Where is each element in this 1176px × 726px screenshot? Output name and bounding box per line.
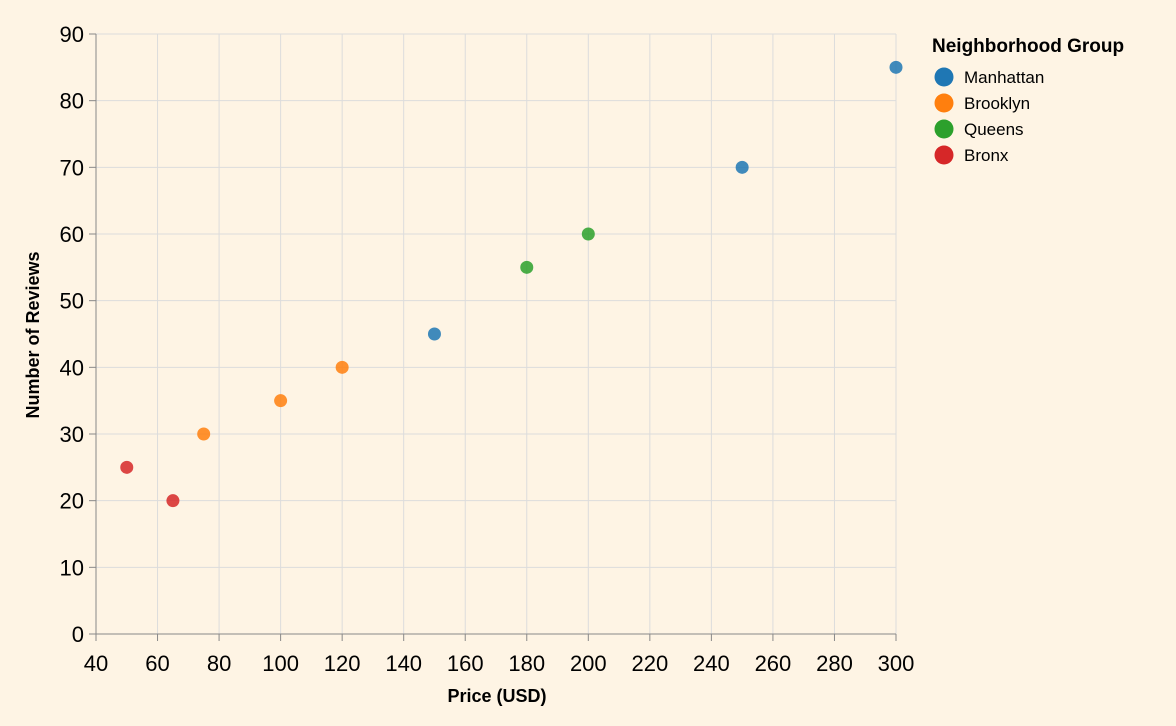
legend-swatch xyxy=(934,119,954,139)
x-tick-label: 60 xyxy=(145,651,169,676)
x-tick-label: 40 xyxy=(84,651,108,676)
legend-swatch xyxy=(934,145,954,165)
x-tick-label: 180 xyxy=(508,651,545,676)
x-tick-label: 260 xyxy=(755,651,792,676)
x-tick-label: 240 xyxy=(693,651,730,676)
x-tick-label: 120 xyxy=(324,651,361,676)
y-tick-label: 20 xyxy=(60,489,84,514)
y-axis-title: Number of Reviews xyxy=(23,251,43,418)
x-tick-label: 200 xyxy=(570,651,607,676)
y-tick-label: 0 xyxy=(72,622,84,647)
legend-swatch xyxy=(934,67,954,87)
x-tick-label: 80 xyxy=(207,651,231,676)
legend: Neighborhood Group Manhattan Brooklyn Quee… xyxy=(932,36,1124,165)
data-point xyxy=(735,160,749,174)
y-tick-label: 40 xyxy=(60,355,84,380)
x-tick-label: 160 xyxy=(447,651,484,676)
x-tick-label: 140 xyxy=(385,651,422,676)
y-tick-label: 30 xyxy=(60,422,84,447)
legend-title: Neighborhood Group xyxy=(932,36,1124,57)
data-point xyxy=(335,360,349,374)
y-tick-label: 60 xyxy=(60,222,84,247)
x-tick-label: 300 xyxy=(878,651,915,676)
data-point xyxy=(120,460,134,474)
y-tick-label: 70 xyxy=(60,155,84,180)
legend-label: Queens xyxy=(964,120,1024,139)
y-tick-label: 80 xyxy=(60,89,84,114)
legend-label: Brooklyn xyxy=(964,94,1030,113)
legend-items: Manhattan Brooklyn Queens Bronx xyxy=(934,67,1044,165)
data-point xyxy=(166,494,180,508)
grid xyxy=(95,33,897,635)
data-point xyxy=(274,394,288,408)
x-axis-title: Price (USD) xyxy=(447,686,546,706)
data-point xyxy=(197,427,211,441)
y-tick-label: 10 xyxy=(60,555,84,580)
data-point xyxy=(581,227,595,241)
legend-label: Bronx xyxy=(964,146,1009,165)
legend-swatch xyxy=(934,93,954,113)
data-points xyxy=(120,60,903,508)
x-tick-label: 100 xyxy=(262,651,299,676)
legend-label: Manhattan xyxy=(964,68,1044,87)
y-tick-label: 90 xyxy=(60,22,84,47)
data-point xyxy=(520,260,534,274)
y-tick-label: 50 xyxy=(60,289,84,314)
x-tick-label: 220 xyxy=(631,651,668,676)
data-point xyxy=(427,327,441,341)
x-tick-label: 280 xyxy=(816,651,853,676)
data-point xyxy=(889,60,903,74)
axes: 40 60 80 100 120 140 160 180 200 220 240 260 280 300 0… xyxy=(60,22,915,676)
